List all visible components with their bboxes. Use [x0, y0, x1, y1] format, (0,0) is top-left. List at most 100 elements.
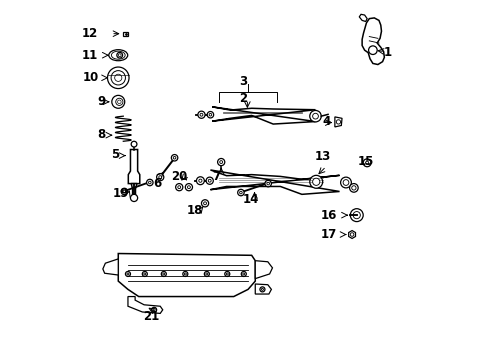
- Circle shape: [217, 158, 224, 166]
- Circle shape: [130, 194, 137, 202]
- Text: 2: 2: [239, 92, 247, 105]
- Circle shape: [146, 179, 153, 186]
- Text: 20: 20: [171, 170, 187, 183]
- Circle shape: [237, 189, 244, 196]
- Text: 1: 1: [383, 46, 391, 59]
- Circle shape: [151, 307, 156, 312]
- Circle shape: [312, 113, 318, 119]
- Circle shape: [343, 180, 348, 185]
- Text: 12: 12: [81, 27, 98, 40]
- Polygon shape: [362, 18, 384, 64]
- Circle shape: [118, 54, 121, 57]
- Circle shape: [153, 309, 155, 311]
- Circle shape: [349, 184, 357, 192]
- Circle shape: [226, 273, 228, 275]
- Circle shape: [351, 186, 355, 190]
- Circle shape: [352, 212, 360, 219]
- Circle shape: [201, 200, 208, 207]
- Circle shape: [115, 74, 122, 81]
- Circle shape: [266, 182, 269, 185]
- Polygon shape: [348, 230, 355, 238]
- Text: 13: 13: [314, 150, 330, 163]
- Text: 19: 19: [112, 187, 129, 200]
- Text: 5: 5: [111, 148, 119, 161]
- Circle shape: [349, 233, 353, 236]
- Circle shape: [363, 159, 370, 167]
- Circle shape: [198, 111, 204, 118]
- Circle shape: [205, 273, 207, 275]
- Text: 18: 18: [186, 204, 203, 217]
- Circle shape: [203, 202, 206, 205]
- Circle shape: [161, 271, 166, 276]
- Circle shape: [112, 95, 124, 108]
- Circle shape: [175, 184, 183, 191]
- Polygon shape: [102, 259, 118, 275]
- Circle shape: [242, 273, 244, 275]
- Text: 17: 17: [320, 228, 337, 241]
- Circle shape: [260, 287, 264, 292]
- Circle shape: [111, 71, 125, 85]
- Circle shape: [143, 273, 145, 275]
- Circle shape: [209, 113, 211, 116]
- Circle shape: [199, 179, 202, 182]
- Circle shape: [107, 67, 129, 89]
- Text: 8: 8: [97, 128, 105, 141]
- Circle shape: [125, 271, 130, 276]
- Circle shape: [239, 191, 242, 194]
- Text: 10: 10: [83, 71, 99, 84]
- Circle shape: [142, 271, 147, 276]
- Circle shape: [196, 177, 204, 185]
- Circle shape: [200, 113, 203, 116]
- Text: 6: 6: [153, 177, 162, 190]
- Text: 11: 11: [81, 49, 98, 62]
- Circle shape: [184, 273, 186, 275]
- Polygon shape: [255, 284, 271, 294]
- Polygon shape: [210, 170, 339, 194]
- Polygon shape: [212, 107, 315, 124]
- Ellipse shape: [108, 50, 127, 61]
- Circle shape: [340, 177, 351, 188]
- Bar: [123, 32, 128, 36]
- Polygon shape: [359, 14, 366, 22]
- Circle shape: [336, 120, 340, 124]
- Polygon shape: [255, 261, 272, 279]
- Circle shape: [224, 271, 229, 276]
- Polygon shape: [334, 117, 341, 127]
- Polygon shape: [131, 184, 137, 196]
- Text: 21: 21: [143, 310, 159, 324]
- Circle shape: [148, 181, 151, 184]
- Text: 9: 9: [97, 95, 105, 108]
- Circle shape: [183, 271, 187, 276]
- Circle shape: [116, 98, 122, 105]
- Circle shape: [163, 273, 164, 275]
- Circle shape: [204, 271, 209, 276]
- Circle shape: [117, 100, 121, 104]
- Circle shape: [206, 177, 213, 184]
- Circle shape: [261, 288, 263, 291]
- Circle shape: [121, 188, 127, 195]
- Circle shape: [187, 186, 190, 189]
- Circle shape: [123, 190, 125, 193]
- Ellipse shape: [111, 51, 125, 59]
- Text: 14: 14: [242, 193, 259, 206]
- Circle shape: [312, 178, 319, 185]
- Circle shape: [207, 112, 213, 118]
- Circle shape: [219, 161, 222, 163]
- Text: 15: 15: [357, 155, 373, 168]
- Circle shape: [309, 175, 322, 188]
- Circle shape: [208, 179, 211, 182]
- Circle shape: [368, 46, 376, 54]
- Circle shape: [127, 273, 129, 275]
- Text: 4: 4: [322, 116, 330, 129]
- Polygon shape: [128, 149, 140, 184]
- Circle shape: [185, 184, 192, 191]
- Text: 16: 16: [320, 209, 337, 222]
- Circle shape: [156, 174, 163, 181]
- Polygon shape: [118, 253, 255, 297]
- Text: 7: 7: [212, 170, 220, 183]
- Circle shape: [349, 209, 363, 222]
- Circle shape: [365, 161, 368, 165]
- Circle shape: [159, 176, 162, 179]
- Text: 3: 3: [239, 75, 247, 88]
- Circle shape: [171, 154, 178, 161]
